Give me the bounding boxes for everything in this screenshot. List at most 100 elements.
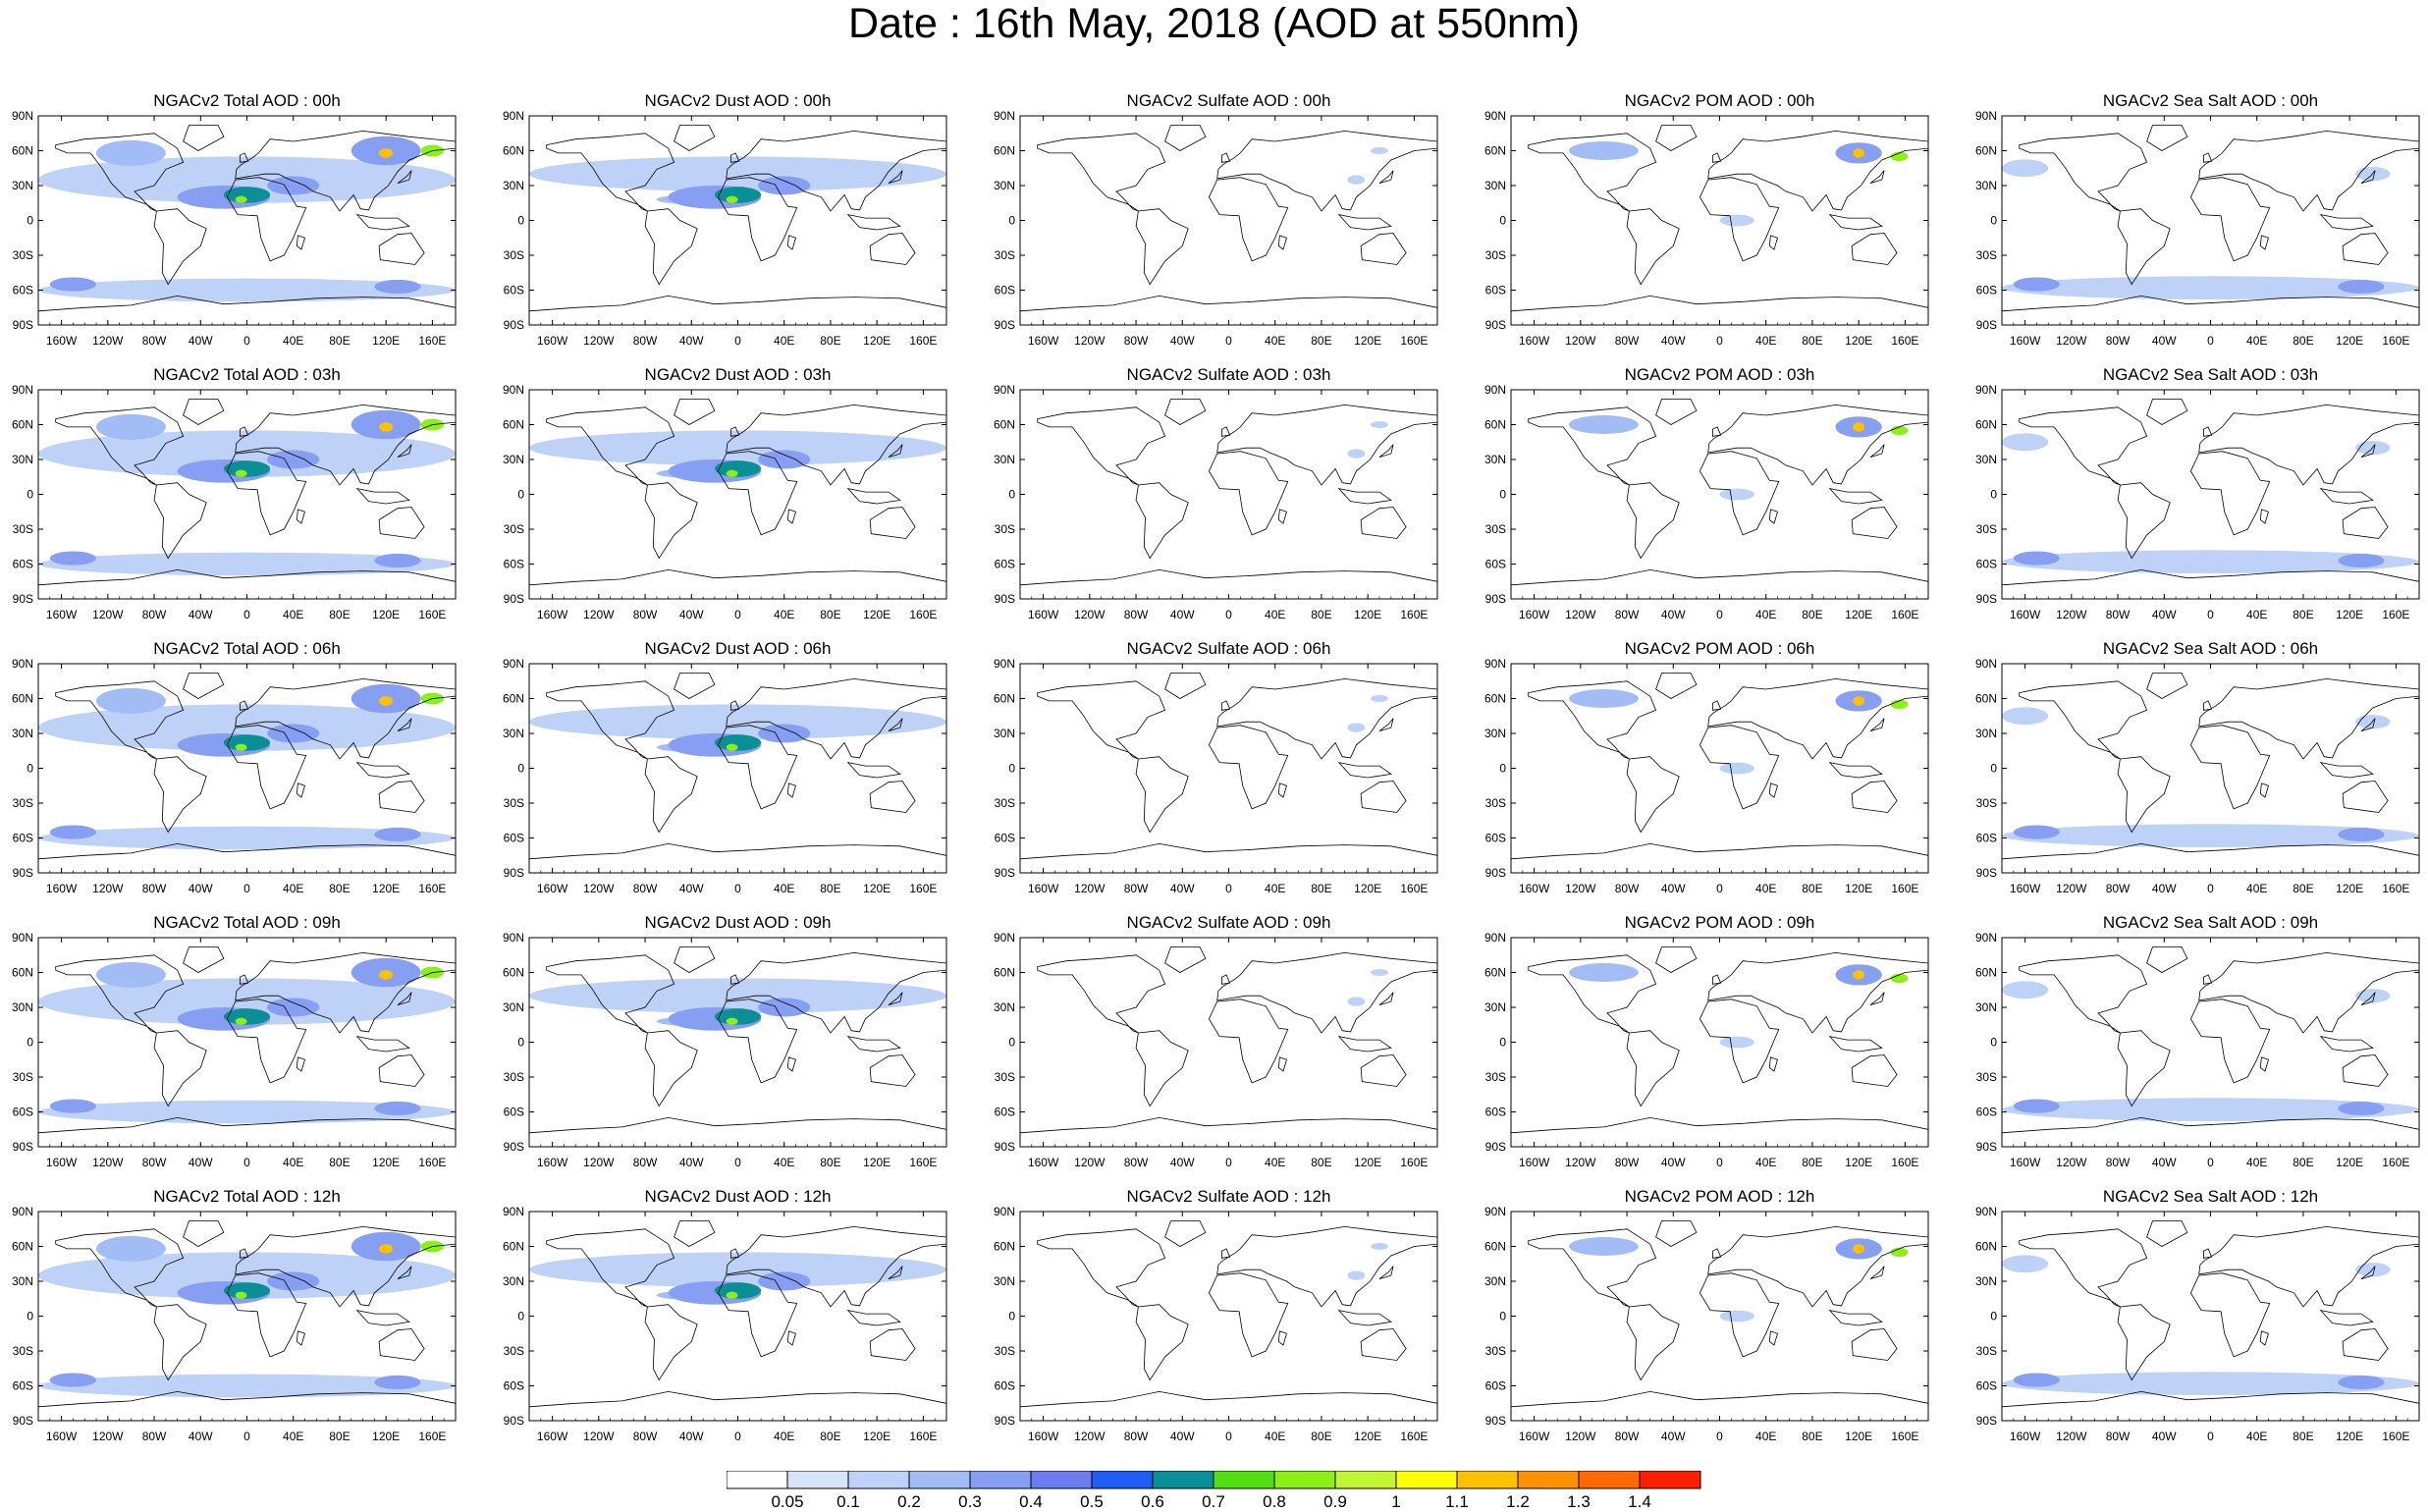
lon-tick-label: 160E bbox=[2382, 1430, 2409, 1443]
colorbar-label: 1.4 bbox=[1628, 1492, 1651, 1511]
coastline-uk bbox=[2202, 152, 2213, 163]
lon-tick-label: 80W bbox=[1615, 608, 1640, 621]
aod-field bbox=[2002, 433, 2049, 452]
lon-tick-label: 40W bbox=[189, 1156, 213, 1169]
coastline-eurasia bbox=[2198, 130, 2419, 212]
lon-tick-label: 160E bbox=[1400, 1430, 1428, 1443]
aod-field bbox=[1853, 970, 1865, 980]
lon-tick-label: 120E bbox=[2336, 882, 2363, 895]
coastline-africa bbox=[717, 725, 798, 810]
lon-tick-label: 120W bbox=[92, 608, 124, 621]
aod-field bbox=[38, 278, 456, 302]
colorbar-label: 0.7 bbox=[1202, 1492, 1225, 1511]
lat-tick-label: 60N bbox=[12, 1240, 33, 1254]
lat-tick-label: 60S bbox=[13, 1106, 33, 1119]
coastline-antarctica bbox=[529, 1390, 946, 1421]
lat-tick-label: 60S bbox=[504, 284, 524, 297]
lat-tick-label: 30S bbox=[13, 522, 33, 536]
lat-tick-label: 60N bbox=[1484, 418, 1506, 432]
coastline-north-america bbox=[2019, 954, 2148, 1034]
coastline-eurasia bbox=[235, 677, 456, 760]
lat-tick-label: 60N bbox=[503, 144, 524, 158]
lat-tick-label: 90S bbox=[1485, 592, 1506, 606]
lon-tick-label: 0 bbox=[1716, 882, 1723, 895]
lon-tick-label: 40W bbox=[1661, 334, 1686, 348]
coastline-greenland bbox=[1655, 399, 1698, 425]
coastline-greenland bbox=[1164, 399, 1207, 425]
lat-tick-label: 90N bbox=[12, 109, 33, 123]
lon-tick-label: 120E bbox=[1354, 1156, 1381, 1169]
aod-field bbox=[223, 734, 271, 751]
lon-tick-label: 40W bbox=[2152, 882, 2177, 895]
lon-tick-label: 80E bbox=[2293, 608, 2313, 621]
coastline-australia bbox=[1851, 781, 1898, 813]
coastline-uk bbox=[729, 1248, 740, 1259]
lon-tick-label: 160W bbox=[537, 334, 568, 348]
panel-title: NGACv2 POM AOD : 09h bbox=[1624, 913, 1815, 932]
coastline-indonesia bbox=[1828, 213, 1883, 231]
aod-field bbox=[1890, 425, 1909, 436]
map-panel: NGACv2 Total AOD : 12h 160W 120W 80W 40W 0 40E… bbox=[0, 1186, 491, 1461]
lon-tick-label: 120W bbox=[1074, 608, 1106, 621]
panel-title: NGACv2 Sulfate AOD : 03h bbox=[1126, 365, 1331, 384]
aod-field bbox=[38, 826, 456, 850]
aod-field bbox=[49, 277, 97, 292]
lat-tick-label: 0 bbox=[1990, 214, 1997, 228]
aod-field bbox=[1719, 762, 1754, 775]
lat-tick-label: 60N bbox=[1484, 692, 1506, 706]
coastline-japan bbox=[2360, 170, 2376, 184]
coastline-indonesia bbox=[2319, 487, 2374, 505]
lon-tick-label: 160W bbox=[2010, 882, 2041, 895]
aod-field bbox=[223, 1008, 271, 1025]
coastline-greenland bbox=[183, 125, 225, 151]
coastline-antarctica bbox=[2002, 1390, 2419, 1421]
coastline-africa bbox=[717, 451, 798, 536]
aod-field bbox=[267, 998, 320, 1017]
lon-tick-label: 120E bbox=[372, 1156, 400, 1169]
lon-tick-label: 40E bbox=[774, 334, 794, 348]
lon-tick-label: 40E bbox=[2246, 608, 2267, 621]
lat-tick-label: 60N bbox=[1484, 966, 1506, 980]
lat-tick-label: 60N bbox=[503, 1240, 524, 1254]
lon-tick-label: 120W bbox=[92, 1430, 124, 1443]
aod-field bbox=[529, 1252, 946, 1287]
coastline-africa bbox=[1208, 1272, 1289, 1358]
lon-tick-label: 160W bbox=[537, 1430, 568, 1443]
aod-field bbox=[1853, 696, 1865, 706]
map-panel: NGACv2 Sea Salt AOD : 09h 160W 120W 80W 40W 0… bbox=[1964, 912, 2428, 1187]
lat-tick-label: 90N bbox=[1484, 383, 1506, 397]
lat-tick-label: 30N bbox=[503, 453, 524, 466]
aod-field bbox=[714, 187, 762, 203]
aod-field bbox=[2355, 1263, 2391, 1277]
lat-tick-label: 90S bbox=[504, 1140, 524, 1154]
colorbar-swatch bbox=[1273, 1471, 1336, 1489]
lon-tick-label: 0 bbox=[243, 334, 250, 348]
lon-tick-label: 0 bbox=[734, 1430, 741, 1443]
coastline-south-america bbox=[644, 482, 698, 560]
lat-tick-label: 30S bbox=[504, 796, 524, 810]
coastline-eurasia bbox=[1707, 130, 1928, 212]
aod-field bbox=[529, 430, 946, 465]
lon-tick-label: 0 bbox=[1716, 334, 1723, 348]
coastline-north-america bbox=[1528, 1228, 1657, 1308]
coastline-australia bbox=[378, 1328, 425, 1361]
lon-tick-label: 80W bbox=[1615, 1430, 1640, 1443]
lat-tick-label: 90S bbox=[13, 318, 33, 332]
lat-tick-label: 0 bbox=[1499, 214, 1506, 228]
coastline-japan bbox=[397, 992, 412, 1005]
lon-tick-label: 120E bbox=[863, 1430, 890, 1443]
lat-tick-label: 30N bbox=[1975, 179, 1997, 192]
coastline-greenland bbox=[2146, 946, 2188, 973]
coastline-antarctica bbox=[1020, 1390, 1437, 1421]
lon-tick-label: 160E bbox=[2382, 608, 2409, 621]
colorbar-label: 1.2 bbox=[1506, 1492, 1530, 1511]
aod-field bbox=[2338, 553, 2385, 568]
lat-tick-label: 90S bbox=[1485, 1414, 1506, 1428]
coastline-south-america bbox=[1135, 1304, 1189, 1381]
colorbar-label: 1.1 bbox=[1445, 1492, 1469, 1511]
lon-tick-label: 160E bbox=[1891, 608, 1918, 621]
lon-tick-label: 160W bbox=[46, 882, 78, 895]
lat-tick-label: 30S bbox=[995, 248, 1015, 262]
lat-tick-label: 60S bbox=[13, 832, 33, 845]
lat-tick-label: 60S bbox=[995, 832, 1015, 845]
